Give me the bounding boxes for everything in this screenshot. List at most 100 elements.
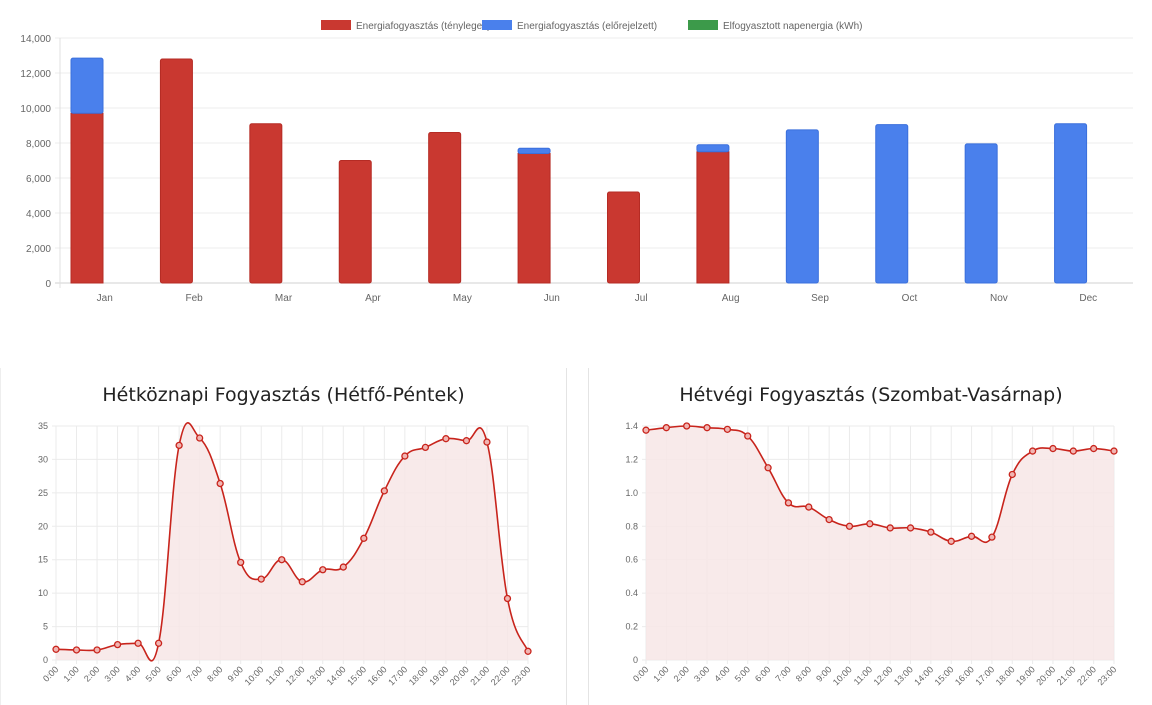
x-tick-label: 12:00 <box>284 664 307 687</box>
x-tick-label: 0:00 <box>41 664 60 683</box>
data-point-5:00 <box>154 639 163 647</box>
data-point-15:00 <box>360 534 368 542</box>
weekday-chart-title: Hétköznapi Fogyasztás (Hétfő-Péntek) <box>102 384 465 406</box>
x-tick-label: 11:00 <box>852 664 875 687</box>
x-tick-label: Jun <box>544 293 560 304</box>
data-point-13:00 <box>319 566 327 574</box>
weekend-consumption-panel: Hétvégi Fogyasztás (Szombat-Vasárnap) <box>588 368 1152 705</box>
data-point-19:00 <box>442 435 450 443</box>
x-tick-label: 13:00 <box>304 664 327 687</box>
x-tick-label: May <box>453 293 472 304</box>
legend-swatch <box>482 20 512 30</box>
x-tick-label: 1:00 <box>61 664 80 683</box>
data-point-14:00 <box>927 528 935 536</box>
x-tick-label: Dec <box>1079 293 1097 304</box>
x-tick-label: 17:00 <box>973 664 996 687</box>
y-tick-label: 30 <box>38 454 48 464</box>
weekend-chart-title: Hétvégi Fogyasztás (Szombat-Vasárnap) <box>679 384 1063 406</box>
data-point-20:00 <box>462 437 471 445</box>
data-point-2:00 <box>93 646 101 654</box>
data-point-10:00 <box>845 522 854 530</box>
x-tick-label: 13:00 <box>892 664 915 687</box>
x-tick-label: 16:00 <box>953 664 976 687</box>
data-point-3:00 <box>113 640 122 649</box>
x-tick-label: 5:00 <box>733 664 752 683</box>
x-tick-label: 8:00 <box>205 664 224 683</box>
data-point-13:00 <box>906 524 915 532</box>
x-tick-label: 15:00 <box>933 664 956 687</box>
y-tick-label: 0.8 <box>625 521 638 531</box>
data-point-9:00 <box>825 515 833 524</box>
bar-jan-actual <box>70 112 104 284</box>
x-tick-label: 3:00 <box>103 664 122 683</box>
bar-aug-actual <box>696 151 730 284</box>
x-tick-label: 15:00 <box>345 664 368 687</box>
x-tick-label: 18:00 <box>407 664 430 687</box>
data-point-11:00 <box>866 520 874 528</box>
data-point-2:00 <box>683 422 691 430</box>
data-point-11:00 <box>278 556 286 564</box>
bar-feb-actual <box>159 58 193 284</box>
data-point-4:00 <box>134 639 142 647</box>
data-point-12:00 <box>886 524 894 532</box>
y-tick-label: 14,000 <box>20 34 51 45</box>
y-tick-label: 0 <box>45 279 51 290</box>
x-tick-label: 2:00 <box>672 664 691 683</box>
x-tick-label: 17:00 <box>386 664 409 687</box>
area-fill <box>646 426 1114 660</box>
x-tick-label: 14:00 <box>325 664 348 687</box>
data-point-16:00 <box>380 487 388 495</box>
data-point-6:00 <box>764 464 772 472</box>
legend-label: Energiafogyasztás (előrejelzett) <box>517 21 657 32</box>
y-tick-label: 25 <box>38 488 48 498</box>
data-point-12:00 <box>298 578 306 586</box>
x-tick-label: Mar <box>275 293 293 304</box>
y-tick-label: 5 <box>43 622 48 632</box>
x-tick-label: 8:00 <box>794 664 813 683</box>
data-point-14:00 <box>339 563 347 571</box>
x-tick-label: 6:00 <box>753 664 772 683</box>
bar-sep-forecast <box>785 129 819 284</box>
x-tick-label: Feb <box>186 293 204 304</box>
x-tick-label: 7:00 <box>185 664 204 683</box>
data-point-15:00 <box>947 537 955 545</box>
bar-may-actual <box>428 132 462 284</box>
data-point-7:00 <box>196 434 204 442</box>
data-point-0:00 <box>52 645 60 653</box>
data-point-3:00 <box>703 424 711 432</box>
data-point-6:00 <box>175 441 183 450</box>
y-tick-label: 35 <box>38 421 48 431</box>
x-tick-label: 18:00 <box>994 664 1017 687</box>
x-tick-label: Sep <box>811 293 829 304</box>
bar-aug-forecast <box>696 144 730 153</box>
y-tick-label: 2,000 <box>26 244 51 255</box>
x-tick-label: 7:00 <box>773 664 792 683</box>
y-tick-label: 0.4 <box>625 588 638 598</box>
x-tick-label: 2:00 <box>82 664 101 683</box>
legend-label: Elfogyasztott napenergia (kWh) <box>723 21 863 32</box>
y-tick-label: 1.0 <box>625 488 638 498</box>
data-point-22:00 <box>1090 444 1098 453</box>
x-tick-label: Jan <box>97 293 113 304</box>
x-tick-label: Oct <box>902 293 918 304</box>
legend-swatch <box>688 20 718 30</box>
y-tick-label: 12,000 <box>20 69 51 80</box>
x-tick-label: 4:00 <box>712 664 731 683</box>
x-tick-label: 23:00 <box>509 664 532 687</box>
bar-jun-forecast <box>517 147 551 154</box>
x-tick-label: 20:00 <box>448 664 471 687</box>
bar-apr-actual <box>338 160 372 284</box>
legend-swatch <box>321 20 351 30</box>
bar-nov-forecast <box>964 143 998 284</box>
x-tick-label: Apr <box>365 293 381 304</box>
y-tick-label: 10,000 <box>20 104 51 115</box>
data-point-8:00 <box>216 479 224 488</box>
weekday-line-chart: 0 5 10 15 20 25 30 35 0:00 1:00 2:00 3:00 4:00 5:00 6:… <box>38 421 532 687</box>
x-tick-label: Jul <box>635 293 648 304</box>
data-point-20:00 <box>1049 444 1057 453</box>
data-point-4:00 <box>723 425 732 433</box>
bar-mar-actual <box>249 123 283 284</box>
y-tick-label: 0.6 <box>625 555 638 565</box>
y-tick-label: 4,000 <box>26 209 51 220</box>
x-tick-label: 1:00 <box>651 664 670 683</box>
